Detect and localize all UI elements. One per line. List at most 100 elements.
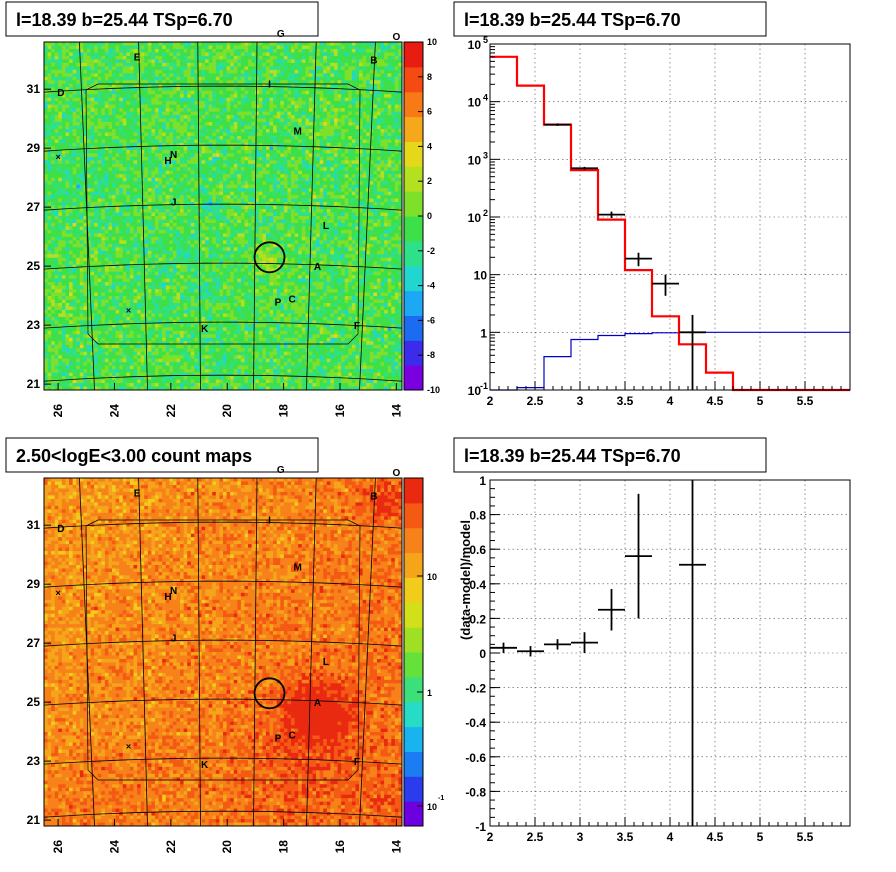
source-label-n: N bbox=[170, 586, 177, 597]
residual-point bbox=[517, 646, 544, 657]
colorbar-cell bbox=[404, 141, 423, 167]
cross-marker: × bbox=[55, 152, 60, 162]
y-tick-label: 23 bbox=[27, 754, 41, 768]
colorbar-cell bbox=[404, 652, 423, 678]
y-tick-label: 10 bbox=[474, 269, 488, 283]
bl-colorbar-frame bbox=[403, 477, 424, 827]
br-residual-chart: 2 2.5 3 3.5 4 4.5 5 5.5 1 0.8 0.6 0.4 0.2 0 -0.2 -0.4 -0… bbox=[458, 474, 851, 844]
source-label-f: F bbox=[354, 757, 360, 768]
x-tick-label: 24 bbox=[107, 404, 121, 418]
y-axis-title: (data-model)/model bbox=[458, 520, 473, 640]
source-label-d: D bbox=[57, 524, 64, 535]
colorbar-cell bbox=[404, 801, 423, 827]
data-point bbox=[571, 166, 598, 170]
bl-title: 2.50<logE<3.00 count maps bbox=[16, 446, 252, 466]
tl-map-heatmap bbox=[44, 42, 403, 391]
tl-tsmap-panel: 26 24 22 20 18 16 14312927252321ABCDEFGHIJKLMN… bbox=[27, 29, 440, 417]
residual-point bbox=[598, 588, 625, 631]
y-tick-label: 21 bbox=[27, 377, 41, 391]
latitude-line bbox=[43, 698, 403, 706]
bl-map-coord-grid bbox=[43, 477, 403, 827]
x-tick-label: 16 bbox=[333, 404, 347, 418]
x-tick-label: 3.5 bbox=[617, 830, 634, 844]
y-tick-label: 0.6 bbox=[469, 543, 486, 557]
x-tick-label: 2 bbox=[487, 830, 494, 844]
x-tick-label: 4.5 bbox=[707, 830, 724, 844]
source-label-n: N bbox=[170, 150, 177, 161]
cross-marker: × bbox=[126, 305, 131, 315]
y-tick-label: 0.8 bbox=[469, 509, 486, 523]
y-tick-label: 1 bbox=[479, 474, 486, 488]
model-background-series bbox=[490, 331, 850, 391]
tr-title: l=18.39 b=25.44 TSp=6.70 bbox=[464, 10, 681, 30]
source-label-p: P bbox=[275, 734, 282, 745]
x-tick-label: 4.5 bbox=[707, 394, 724, 408]
x-tick-label: 26 bbox=[51, 404, 65, 418]
colorbar-cell bbox=[404, 340, 423, 366]
source-label-j: J bbox=[171, 633, 177, 644]
bl-map-frame bbox=[43, 477, 403, 827]
tl-colorbar-label: 8 bbox=[427, 72, 432, 82]
tl-map-frame bbox=[43, 41, 403, 391]
x-tick-label: 4 bbox=[667, 830, 674, 844]
colorbar-cell bbox=[404, 726, 423, 752]
x-tick-label: 4 bbox=[667, 394, 674, 408]
colorbar-cell bbox=[404, 191, 423, 217]
x-tick-label: 2 bbox=[487, 394, 494, 408]
source-label-o: O bbox=[392, 32, 400, 43]
bl-colorbar-label: 10 bbox=[427, 802, 437, 812]
latitude-line bbox=[43, 639, 403, 647]
bl-title-box: 2.50<logE<3.00 count maps bbox=[5, 437, 319, 473]
colorbar-cell bbox=[404, 116, 423, 142]
colorbar-cell bbox=[404, 577, 423, 603]
longitude-line bbox=[359, 41, 376, 391]
model-total-series bbox=[490, 55, 850, 392]
x-tick-label: 20 bbox=[220, 840, 234, 854]
tl-colorbar-label: 6 bbox=[427, 107, 432, 117]
source-label-g: G bbox=[277, 465, 285, 476]
latitude-line bbox=[43, 757, 403, 765]
y-tick-label: 10 bbox=[468, 153, 482, 167]
colorbar-cell bbox=[404, 701, 423, 728]
latitude-line bbox=[43, 580, 403, 588]
source-label-e: E bbox=[134, 53, 141, 64]
source-label-f: F bbox=[354, 321, 360, 332]
tl-colorbar-label: -6 bbox=[427, 315, 435, 325]
y-tick-label: 29 bbox=[27, 577, 41, 591]
x-tick-label: 3 bbox=[577, 830, 584, 844]
y-tick-label: 10 bbox=[468, 384, 482, 398]
y-tick-label: -0.8 bbox=[465, 785, 486, 799]
colorbar-cell bbox=[404, 240, 423, 267]
latitude-line bbox=[43, 85, 403, 93]
source-label-p: P bbox=[275, 298, 282, 309]
x-tick-label: 22 bbox=[164, 840, 178, 854]
longitude-line bbox=[253, 41, 258, 391]
y-tick-label: 0 bbox=[479, 647, 486, 661]
source-label-h: H bbox=[164, 592, 171, 603]
colorbar-cell bbox=[404, 552, 423, 578]
latitude-line bbox=[43, 144, 403, 152]
latitude-line bbox=[43, 321, 403, 329]
data-point bbox=[544, 123, 571, 126]
longitude-line bbox=[306, 477, 317, 827]
colorbar-cell bbox=[404, 676, 423, 703]
residual-point bbox=[679, 480, 706, 826]
bl-map-heatmap bbox=[44, 478, 403, 827]
colorbar-cell bbox=[404, 290, 423, 316]
source-label-m: M bbox=[294, 126, 302, 137]
br-title-box: l=18.39 b=25.44 TSp=6.70 bbox=[453, 437, 767, 473]
residual-point bbox=[544, 639, 571, 650]
x-tick-label: 26 bbox=[51, 840, 65, 854]
x-tick-label: 24 bbox=[107, 840, 121, 854]
colorbar-cell bbox=[404, 265, 423, 292]
source-label-a: A bbox=[314, 262, 321, 273]
y-tick-label: 31 bbox=[27, 82, 41, 96]
tl-colorbar-label: 4 bbox=[427, 141, 432, 151]
x-tick-label: 14 bbox=[389, 404, 403, 418]
y-tick-exponent: 4 bbox=[483, 93, 488, 103]
colorbar-cell bbox=[404, 66, 423, 93]
data-point bbox=[625, 252, 652, 267]
x-tick-label: 22 bbox=[164, 404, 178, 418]
